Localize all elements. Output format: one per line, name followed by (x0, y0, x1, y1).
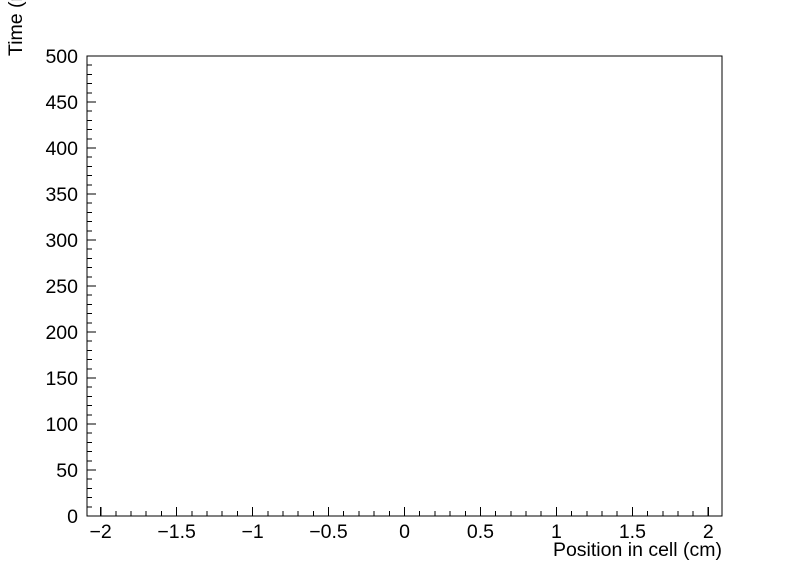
y-tick-label: 300 (45, 230, 78, 252)
y-axis-title: Time (ns) (5, 0, 27, 56)
x-axis-ticks (100, 507, 709, 516)
y-tick-label: 400 (45, 138, 78, 160)
x-tick-label: 0.5 (467, 521, 494, 543)
y-tick-label: 500 (45, 46, 78, 68)
y-tick-label: 150 (45, 368, 78, 390)
x-tick-label: 2 (703, 521, 714, 543)
y-tick-label: 0 (67, 506, 78, 528)
y-tick-label: 450 (45, 92, 78, 114)
x-tick-label: 1 (551, 521, 562, 543)
plot-area-background (87, 56, 722, 516)
y-tick-label: 350 (45, 184, 78, 206)
x-tick-label: −0.5 (309, 521, 348, 543)
y-tick-label: 50 (56, 460, 78, 482)
x-tick-label: −2 (90, 521, 112, 543)
x-axis-tick-labels: −2 −1.5 −1 −0.5 0 0.5 1 1.5 2 (90, 521, 714, 543)
x-tick-label: 0 (399, 521, 410, 543)
x-axis-title: Position in cell (cm) (553, 539, 722, 561)
x-tick-label: 1.5 (619, 521, 646, 543)
y-tick-label: 200 (45, 322, 78, 344)
y-axis-ticks (87, 55, 96, 517)
x-tick-label: −1 (241, 521, 263, 543)
y-tick-label: 250 (45, 276, 78, 298)
y-tick-label: 100 (45, 414, 78, 436)
y-axis-tick-labels: 0 50 100 150 200 250 300 350 400 450 500 (45, 46, 78, 528)
x-tick-label: −1.5 (157, 521, 196, 543)
